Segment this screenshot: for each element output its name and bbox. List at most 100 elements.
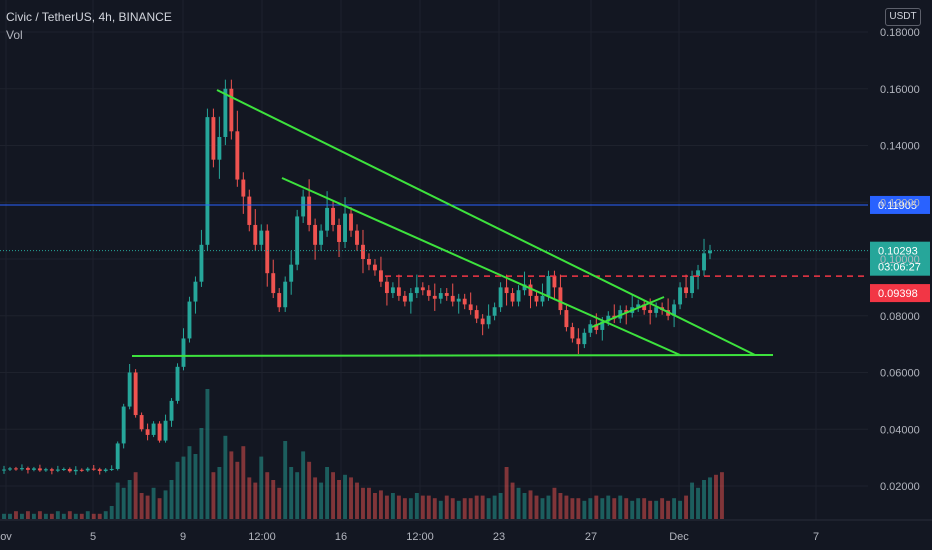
volume-bar: [145, 495, 150, 519]
candle-body: [672, 304, 677, 316]
candle-body: [438, 293, 443, 299]
candle-body: [390, 287, 395, 294]
volume-bar: [666, 500, 671, 519]
volume-bar: [474, 495, 479, 519]
volume-bar: [325, 467, 330, 519]
candle-body: [295, 216, 300, 265]
candle-body: [139, 415, 144, 430]
volume-bar: [265, 472, 270, 519]
volume-bar: [103, 511, 108, 519]
candle-body: [474, 310, 479, 319]
candle-body: [396, 287, 401, 296]
candle-body: [570, 327, 575, 339]
volume-bar: [211, 472, 216, 519]
candle-body: [402, 295, 407, 302]
candle-body: [378, 270, 383, 282]
volume-bar: [660, 498, 665, 519]
candle-body: [343, 213, 347, 242]
volume-bar: [456, 500, 461, 519]
volume-bar: [438, 500, 443, 519]
candle-body: [384, 281, 389, 294]
volume-bars: [2, 389, 724, 519]
volume-bar: [259, 456, 264, 519]
candle-body: [654, 307, 659, 313]
candle-body: [43, 469, 48, 471]
candle-body: [313, 224, 318, 245]
time-tick-label: Dec: [669, 531, 689, 543]
candle-body: [678, 287, 683, 305]
candle-body: [546, 276, 551, 296]
volume-bar: [361, 487, 365, 519]
price-tick-label: 0.10000: [880, 254, 920, 266]
volume-bar: [355, 482, 359, 519]
volume-bar: [73, 513, 78, 519]
volume-bar: [390, 493, 395, 519]
time-tick-label: ov: [0, 531, 12, 543]
candle-body: [301, 196, 306, 217]
volume-bar: [307, 461, 312, 519]
last-price-tag: [870, 241, 930, 276]
volume-bar: [247, 477, 252, 519]
volume-bar: [373, 493, 377, 519]
candle-body: [175, 366, 180, 401]
volume-bar: [187, 446, 192, 519]
volume-bar: [139, 493, 144, 519]
volume-bar: [420, 495, 425, 519]
volume-bar: [61, 513, 66, 519]
candle-body: [319, 230, 324, 245]
candle-body: [271, 273, 276, 294]
candle-body: [127, 372, 132, 407]
volume-bar: [576, 498, 581, 519]
candle-body: [265, 230, 270, 274]
candle-body: [450, 295, 455, 302]
candle-body: [420, 287, 425, 291]
volume-bar: [241, 446, 246, 519]
candle-body: [696, 270, 700, 277]
dashed-level-price: 0.09398: [878, 288, 918, 300]
candle-body: [331, 207, 336, 225]
candle-body: [211, 117, 216, 160]
volume-bar: [14, 511, 18, 519]
candle-body: [594, 324, 599, 330]
symbol-title[interactable]: Civic / TetherUS, 4h, BINANCE: [6, 10, 172, 24]
chart-header: Civic / TetherUS, 4h, BINANCE Vol: [6, 10, 172, 42]
countdown-timer: 03:06:27: [878, 262, 921, 274]
candle-body: [636, 304, 641, 308]
volume-bar: [462, 498, 467, 519]
price-axis[interactable]: 0.18000 0.16000 0.14000 0.12000 0.10000 0.080…: [880, 27, 920, 493]
last-price: 0.10293: [878, 246, 918, 258]
volume-bar: [169, 480, 174, 519]
volume-label[interactable]: Vol: [6, 28, 23, 42]
candle-body: [235, 131, 240, 180]
candle-body: [564, 310, 569, 328]
candle-body: [25, 468, 30, 470]
volume-bar: [223, 435, 228, 519]
volume-bar: [648, 500, 653, 519]
candle-body: [31, 468, 36, 470]
volume-bar: [426, 495, 431, 519]
candle-body: [187, 301, 192, 339]
volume-bar: [121, 487, 126, 519]
volume-bar: [606, 495, 611, 519]
candle-body: [600, 321, 605, 330]
candle-body: [205, 117, 210, 245]
volume-bar: [570, 498, 575, 519]
candle-body: [349, 213, 353, 231]
candle-body: [456, 298, 461, 302]
candle-body: [528, 284, 533, 296]
volume-bar: [636, 498, 641, 519]
candle-body: [468, 304, 473, 311]
trendline-support: [131, 354, 774, 357]
volume-bar: [594, 495, 599, 519]
candle-body: [426, 290, 431, 296]
candle-body: [462, 298, 467, 305]
candle-body: [73, 469, 78, 472]
volume-bar: [343, 474, 347, 519]
candle-body: [492, 307, 497, 316]
time-axis[interactable]: ov 5 9 12:00 16 12:00 23 27 Dec 7: [0, 531, 819, 543]
volume-bar: [378, 490, 383, 519]
candle-body: [444, 293, 449, 296]
currency-badge[interactable]: USDT: [885, 8, 921, 26]
candle-body: [241, 179, 246, 197]
